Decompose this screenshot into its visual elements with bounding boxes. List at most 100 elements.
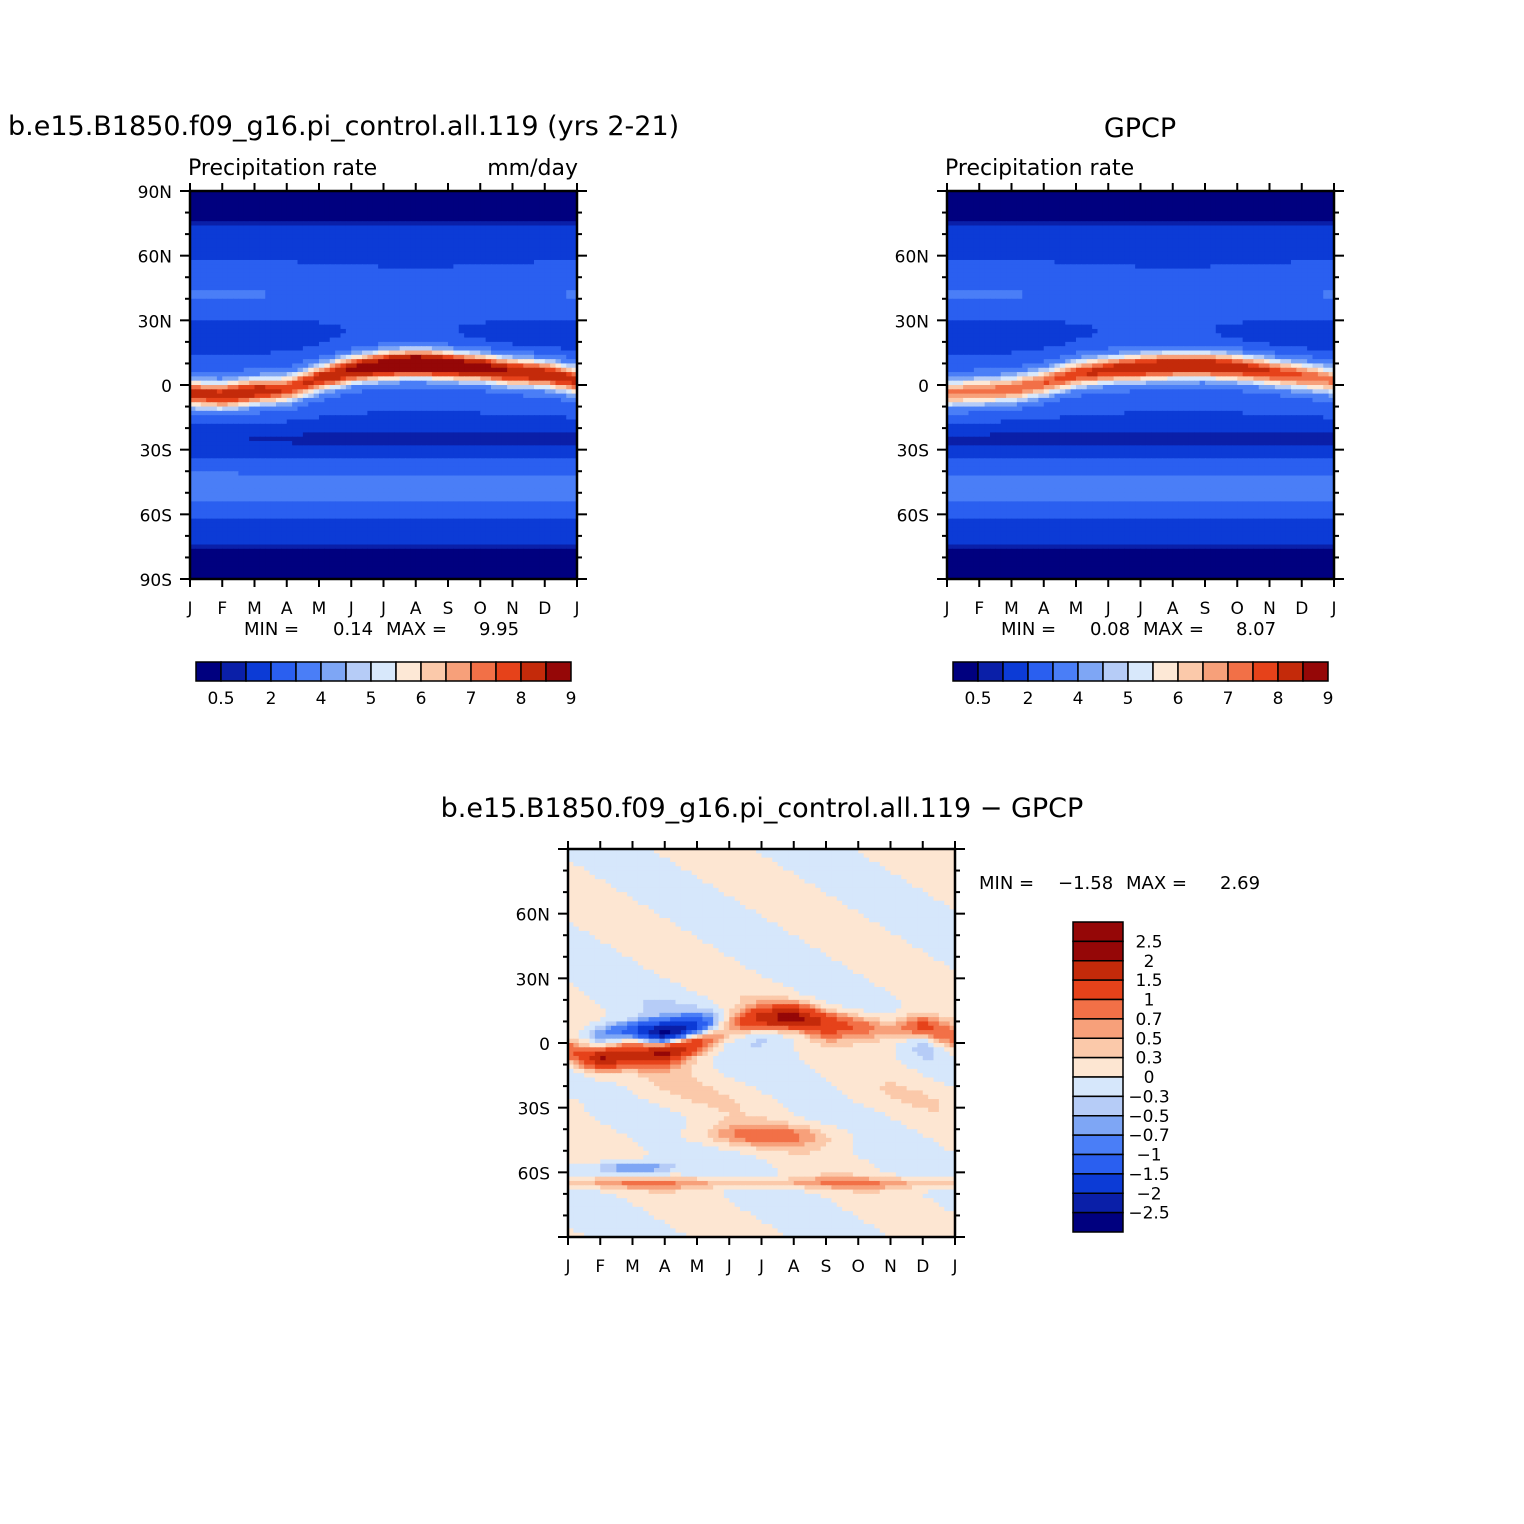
contour-cell bbox=[238, 203, 245, 209]
contour-cell bbox=[351, 337, 358, 343]
contour-cell bbox=[195, 303, 202, 308]
contour-cell bbox=[372, 238, 379, 244]
contour-cell bbox=[254, 346, 261, 352]
contour-cell bbox=[458, 475, 465, 481]
contour-cell bbox=[464, 294, 471, 300]
contour-cell bbox=[383, 410, 390, 416]
model-contour-plot bbox=[190, 191, 578, 580]
contour-cell bbox=[276, 393, 282, 399]
contour-cell bbox=[458, 272, 465, 278]
contour-cell bbox=[372, 462, 379, 468]
contour-cell bbox=[222, 303, 229, 308]
contour-cell bbox=[560, 281, 567, 287]
contour-cell bbox=[319, 307, 325, 313]
contour-cell bbox=[302, 488, 309, 494]
contour-cell bbox=[356, 337, 363, 343]
contour-cell bbox=[297, 221, 304, 227]
contour-cell bbox=[243, 268, 250, 274]
contour-cell bbox=[297, 328, 304, 334]
contour-cell bbox=[458, 251, 465, 257]
contour-cell bbox=[211, 367, 218, 373]
contour-cell bbox=[324, 294, 331, 300]
contour-cell bbox=[270, 346, 277, 352]
contour-cell bbox=[534, 354, 540, 360]
contour-cell bbox=[458, 367, 465, 373]
contour-cell bbox=[566, 449, 573, 455]
contour-cell bbox=[388, 216, 395, 222]
contour-cell bbox=[496, 251, 503, 257]
contour-cell bbox=[480, 251, 487, 257]
contour-cell bbox=[410, 290, 417, 296]
contour-cell bbox=[227, 363, 234, 369]
contour-cell bbox=[292, 272, 299, 278]
contour-cell bbox=[254, 445, 261, 451]
contour-cell bbox=[302, 272, 309, 278]
contour-cell bbox=[367, 445, 374, 451]
contour-cell bbox=[211, 195, 218, 201]
contour-cell bbox=[190, 453, 196, 459]
contour-cell bbox=[259, 216, 266, 222]
contour-cell bbox=[491, 484, 497, 490]
contour-cell bbox=[200, 294, 207, 300]
contour-cell bbox=[206, 251, 213, 257]
contour-cell bbox=[523, 259, 530, 265]
contour-cell bbox=[528, 320, 535, 326]
contour-cell bbox=[448, 195, 454, 201]
contour-cell bbox=[372, 350, 379, 356]
contour-cell bbox=[394, 350, 401, 356]
contour-cell bbox=[399, 341, 406, 347]
contour-cell bbox=[566, 354, 573, 360]
contour-cell bbox=[442, 479, 449, 485]
contour-cell bbox=[474, 216, 481, 222]
contour-cell bbox=[254, 402, 261, 408]
contour-cell bbox=[270, 484, 277, 490]
contour-cell bbox=[555, 406, 562, 412]
contour-cell bbox=[426, 320, 433, 326]
contour-cell bbox=[286, 458, 293, 464]
contour-cell bbox=[458, 285, 465, 291]
contour-cell bbox=[480, 363, 487, 369]
contour-cell bbox=[528, 475, 535, 481]
contour-cell bbox=[222, 415, 229, 421]
contour-cell bbox=[534, 225, 540, 231]
contour-cell bbox=[501, 385, 508, 390]
contour-cell bbox=[227, 410, 234, 416]
contour-cell bbox=[399, 471, 406, 477]
contour-cell bbox=[200, 415, 207, 421]
contour-cell bbox=[265, 419, 272, 425]
contour-cell bbox=[410, 428, 417, 434]
contour-cell bbox=[195, 397, 202, 403]
contour-cell bbox=[555, 191, 562, 196]
contour-cell bbox=[378, 320, 385, 326]
contour-cell bbox=[453, 259, 460, 265]
contour-cell bbox=[512, 432, 519, 438]
contour-cell bbox=[265, 225, 272, 231]
contour-cell bbox=[555, 238, 562, 244]
contour-cell bbox=[442, 247, 449, 252]
contour-cell bbox=[356, 290, 363, 296]
contour-cell bbox=[362, 255, 368, 261]
contour-cell bbox=[206, 354, 213, 360]
contour-cell bbox=[431, 363, 438, 369]
contour-cell bbox=[270, 402, 277, 408]
contour-cell bbox=[458, 268, 465, 274]
contour-cell bbox=[528, 346, 535, 352]
contour-cell bbox=[442, 441, 449, 446]
contour-cell bbox=[372, 393, 379, 399]
contour-cell bbox=[550, 462, 557, 468]
contour-cell bbox=[378, 441, 385, 446]
contour-cell bbox=[426, 247, 433, 252]
contour-cell bbox=[200, 458, 207, 464]
contour-cell bbox=[539, 354, 546, 360]
contour-cell bbox=[351, 376, 358, 382]
contour-cell bbox=[507, 298, 514, 304]
contour-cell bbox=[265, 290, 272, 296]
contour-cell bbox=[464, 406, 471, 412]
contour-cell bbox=[211, 247, 218, 252]
contour-cell bbox=[415, 316, 422, 321]
contour-cell bbox=[437, 419, 444, 425]
contour-cell bbox=[238, 397, 245, 403]
contour-cell bbox=[448, 303, 454, 308]
contour-cell bbox=[233, 466, 239, 472]
contour-cell bbox=[405, 359, 411, 365]
